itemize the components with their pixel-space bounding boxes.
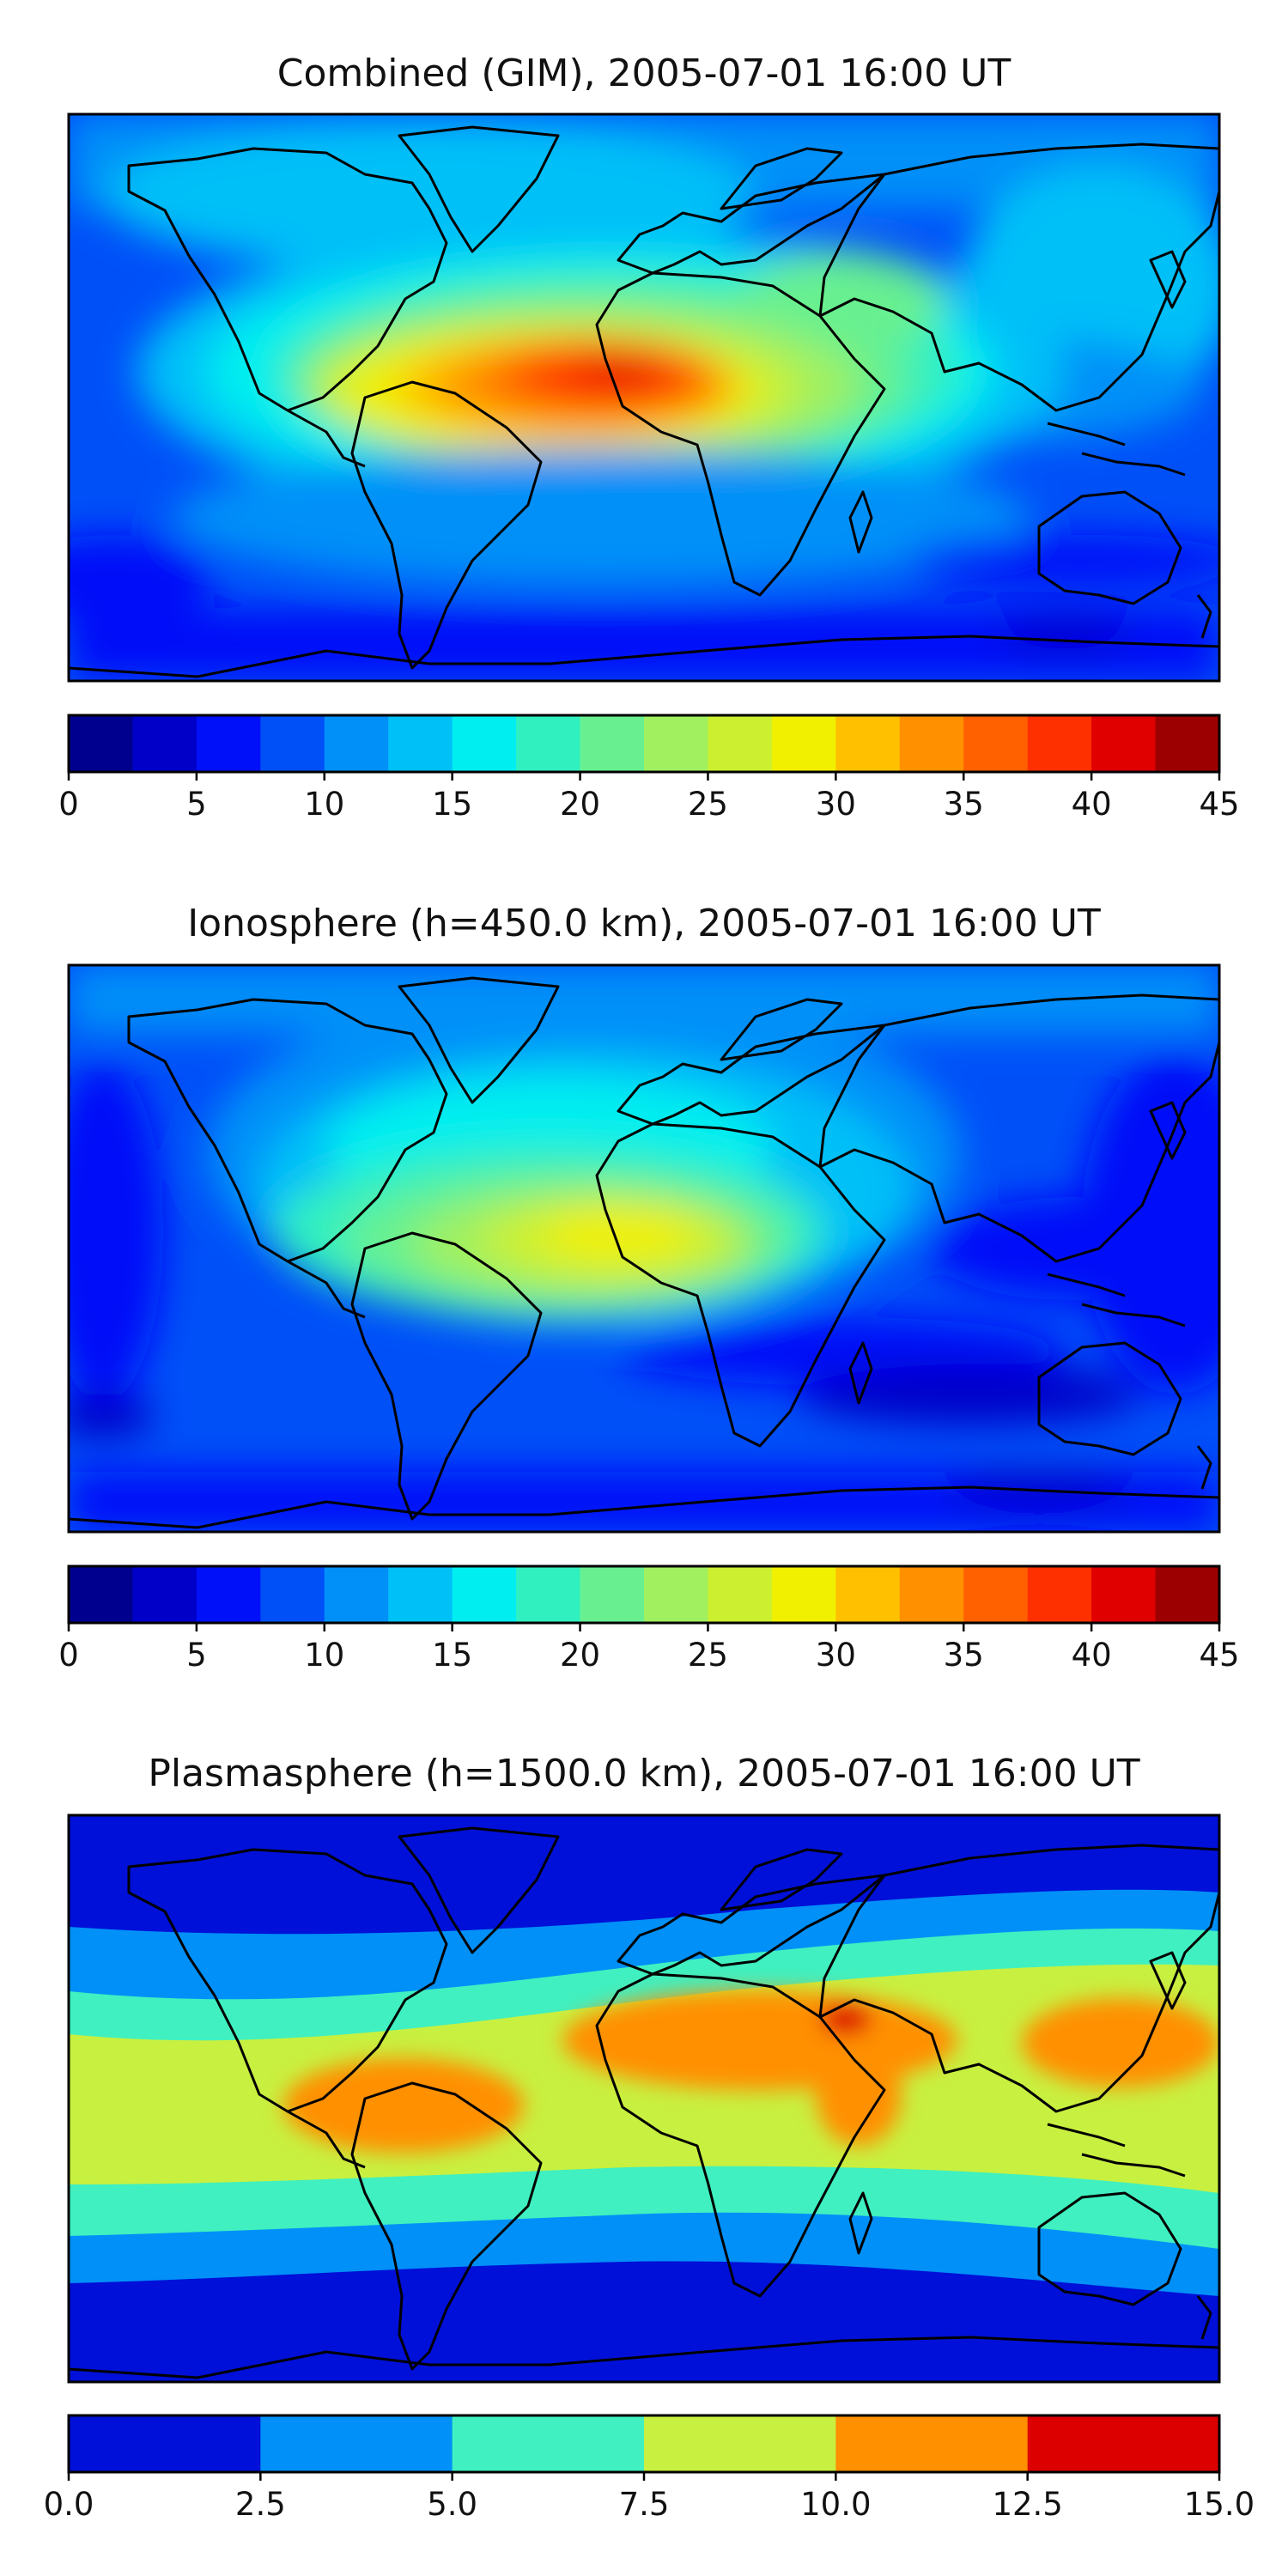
colorbar-tick-label: 35: [944, 786, 984, 823]
colorbar-tick-label: 0.0: [44, 2486, 94, 2523]
colorbar-segment: [1091, 1566, 1157, 1623]
colorbar-tick-label: 25: [688, 786, 728, 823]
colorbar-segment: [708, 715, 773, 772]
colorbar-segment: [132, 1566, 197, 1623]
colorbar-tick-label: 35: [944, 1637, 984, 1674]
colorbar-segment: [69, 1566, 134, 1623]
colorbar-tick-label: 15: [432, 786, 472, 823]
colorbar-segment: [899, 715, 964, 772]
colorbar-frame: [67, 1564, 1221, 1625]
colorbar-tick-label: 2.5: [235, 2486, 286, 2523]
colorbar-segment: [580, 1566, 645, 1623]
colorbar-segment: [1027, 2415, 1220, 2472]
colorbar-segment: [963, 715, 1029, 772]
panel-2-map: [67, 963, 1221, 1534]
colorbar-segment: [1027, 715, 1092, 772]
colorbar-segment: [644, 1566, 709, 1623]
colorbar-tick-label: 15.0: [1184, 2486, 1255, 2523]
panel-1-map-frame: [67, 112, 1221, 683]
colorbar-segment: [835, 1566, 901, 1623]
colorbar-tick-label: 40: [1072, 786, 1112, 823]
colorbar-segment: [708, 1566, 773, 1623]
panel-3-field-maxima: [283, 1990, 1219, 2153]
panel-1-title: Combined (GIM), 2005-07-01 16:00 UT: [277, 52, 1012, 95]
panel-2-colorbar: 0 5 10 15 20 25 30 35 40 45: [58, 1564, 1240, 1674]
colorbar-tick-label: 5.0: [427, 2486, 477, 2523]
colorbar-segment: [260, 715, 325, 772]
colorbar-segment: [1155, 1566, 1220, 1623]
colorbar-tick-label: 20: [560, 786, 600, 823]
colorbar-segment: [69, 2415, 261, 2472]
colorbar-tick-label: 25: [688, 1637, 728, 1674]
colorbar-segment: [260, 1566, 325, 1623]
panel-2-map-frame: [67, 963, 1221, 1534]
colorbar-segment: [835, 715, 901, 772]
colorbar-segment: [324, 715, 389, 772]
colorbar-tick-label: 0: [58, 1637, 79, 1674]
colorbar-tick-label: 12.5: [992, 2486, 1062, 2523]
colorbar-segment: [452, 1566, 517, 1623]
colorbar-tick-label: 30: [816, 786, 856, 823]
colorbar-tick-label: 7.5: [619, 2486, 670, 2523]
colorbar-segment: [644, 2415, 836, 2472]
colorbar-segment: [1091, 715, 1157, 772]
colorbar-segment: [196, 1566, 261, 1623]
colorbar-segment: [516, 715, 581, 772]
colorbar-segment: [196, 715, 261, 772]
panel-3-map-frame: [67, 1814, 1221, 2384]
colorbar-segment: [835, 2415, 1029, 2472]
colorbar-segment: [260, 2415, 453, 2472]
panel-1-map: [67, 112, 1221, 683]
panel-1-field-contours: [69, 114, 1219, 681]
colorbar-segment: [580, 715, 645, 772]
colorbar-segment: [452, 2415, 645, 2472]
colorbar-segment: [452, 715, 517, 772]
colorbar-tick-label: 0: [58, 786, 79, 823]
panel-3-map: [67, 1814, 1221, 2384]
colorbar-segment: [69, 715, 134, 772]
colorbar-tick-label: 10: [304, 1637, 344, 1674]
colorbar-tick-label: 30: [816, 1637, 856, 1674]
panel-2-field-contours: [69, 965, 1219, 1532]
colorbar-segment: [132, 715, 197, 772]
colorbar-tick-label: 5: [186, 786, 207, 823]
colorbar-segment: [388, 715, 453, 772]
colorbar-tick-label: 10.0: [800, 2486, 871, 2523]
colorbar-tick-label: 20: [560, 1637, 600, 1674]
colorbar-tick-label: 5: [186, 1637, 207, 1674]
colorbar-tick-label: 45: [1199, 1637, 1239, 1674]
colorbar-segment: [899, 1566, 964, 1623]
colorbar-tick-label: 10: [304, 786, 344, 823]
panel-3-title: Plasmasphere (h=1500.0 km), 2005-07-01 1…: [148, 1752, 1139, 1795]
colorbar-segment: [644, 715, 709, 772]
colorbar-segment: [516, 1566, 581, 1623]
colorbar-segment: [1155, 715, 1220, 772]
colorbar-segment: [1027, 1566, 1092, 1623]
colorbar-tick-label: 45: [1199, 786, 1239, 823]
colorbar-segment: [324, 1566, 389, 1623]
colorbar-tick-label: 40: [1072, 1637, 1112, 1674]
colorbar-segment: [388, 1566, 453, 1623]
colorbar-segment: [963, 1566, 1029, 1623]
colorbar-tick-label: 15: [432, 1637, 472, 1674]
panel-3-colorbar: 0.0 2.5 5.0 7.5 10.0 12.5 15.0: [44, 2414, 1255, 2523]
colorbar-segment: [771, 1566, 836, 1623]
panel-3-field-bands: [69, 1889, 1219, 2296]
colorbar-segment: [771, 715, 836, 772]
panel-2-title: Ionosphere (h=450.0 km), 2005-07-01 16:0…: [187, 902, 1101, 945]
colorbar-frame: [67, 714, 1221, 774]
panel-1-colorbar: 0 5 10 15 20 25 30 35 40 45: [58, 714, 1240, 823]
